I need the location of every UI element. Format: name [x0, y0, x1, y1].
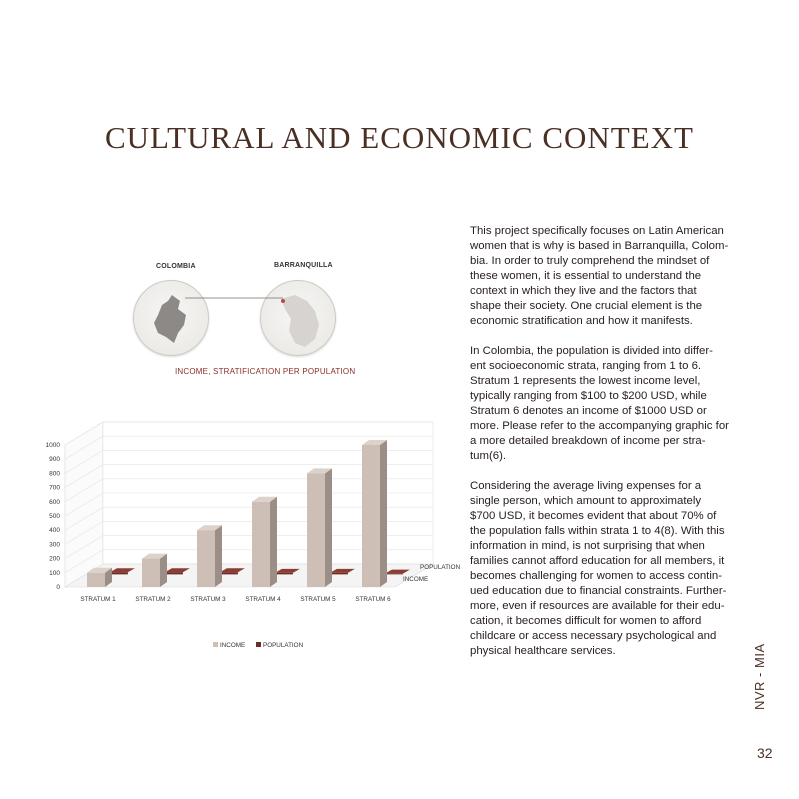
- income-bar: [252, 501, 270, 587]
- colombia-map-label: COLOMBIA: [156, 263, 196, 270]
- x-tick-label: STRATUM 1: [80, 596, 116, 603]
- y-tick-label: 200: [49, 556, 60, 563]
- income-bar-top: [197, 525, 222, 531]
- population-bar-top: [219, 568, 245, 573]
- x-tick-label: STRATUM 5: [300, 596, 336, 603]
- barranquilla-map-label: BARRANQUILLA: [274, 262, 333, 269]
- depth-label-income: INCOME: [403, 576, 428, 583]
- population-bar-top: [384, 569, 410, 574]
- gridline: [64, 421, 433, 446]
- page-number: 32: [757, 745, 773, 761]
- colombia-shape-icon: [154, 295, 186, 343]
- paragraph-1: This project specifically focuses on Lat…: [470, 225, 729, 327]
- income-bar: [87, 572, 105, 587]
- income-bar-top: [87, 567, 112, 573]
- gridline: [64, 464, 433, 488]
- income-bar-side: [160, 553, 167, 587]
- legend-label-population: POPULATION: [263, 642, 304, 649]
- population-bar-top: [109, 568, 135, 573]
- y-tick-label: 0: [56, 584, 60, 591]
- income-population-chart: 0 100 200 300 400 500 600 700 800 900 1000 STRATUM …: [46, 421, 461, 649]
- x-tick-label: STRATUM 4: [245, 596, 281, 603]
- income-bar: [142, 558, 160, 587]
- population-bar: [164, 572, 183, 575]
- side-label: NVR - MIA: [752, 643, 767, 710]
- population-bar-top: [164, 568, 190, 573]
- page-title: Cultural and Economic Context: [104, 120, 694, 155]
- paragraph-3: Considering the average living expenses …: [470, 480, 727, 657]
- income-bar-side: [215, 525, 222, 587]
- income-bar: [307, 473, 325, 587]
- y-tick-label: 300: [49, 541, 60, 548]
- y-tick-label: 900: [49, 456, 60, 463]
- y-tick-label: 700: [49, 485, 60, 492]
- y-tick-label: 500: [49, 513, 60, 520]
- x-tick-label: STRATUM 6: [355, 596, 391, 603]
- y-tick-label: 400: [49, 527, 60, 534]
- depth-label-population: POPULATION: [420, 564, 461, 571]
- body-text: This project specifically focuses on Lat…: [470, 224, 742, 674]
- income-bar: [197, 530, 215, 587]
- y-tick-label: 100: [49, 570, 60, 577]
- colombia-map: [133, 280, 209, 356]
- paragraph-2: In Colombia, the population is divided i…: [470, 345, 729, 462]
- population-bar: [384, 573, 403, 575]
- income-bar: [362, 445, 380, 587]
- chart-caption: INCOME, STRATIFICATION PER POPULATION: [175, 367, 356, 376]
- x-tick-label: STRATUM 3: [190, 596, 226, 603]
- income-bar-side: [270, 496, 277, 587]
- population-bar: [274, 572, 293, 575]
- barranquilla-map: [260, 280, 336, 356]
- income-bar-side: [380, 440, 387, 587]
- population-bar: [109, 572, 128, 575]
- income-bar-top: [362, 440, 387, 445]
- income-bar-top: [252, 496, 277, 502]
- gridline: [64, 450, 433, 474]
- barranquilla-shape-icon: [281, 295, 319, 347]
- y-tick-label: 1000: [46, 442, 61, 449]
- income-bar-side: [325, 468, 332, 587]
- income-bar-side: [105, 567, 112, 587]
- legend-label-income: INCOME: [220, 642, 245, 649]
- population-bar: [219, 572, 238, 575]
- y-tick-label: 800: [49, 470, 60, 477]
- legend-swatch-income: [213, 642, 218, 647]
- population-bar-top: [274, 568, 300, 573]
- map-connector-line: [185, 297, 283, 299]
- population-bar: [329, 572, 348, 575]
- legend-swatch-population: [256, 642, 261, 647]
- x-tick-label: STRATUM 2: [135, 596, 171, 603]
- income-bar-top: [142, 553, 167, 559]
- y-tick-label: 600: [49, 499, 60, 506]
- income-bar-top: [307, 468, 332, 474]
- population-bar-top: [329, 568, 355, 573]
- gridline: [64, 435, 433, 460]
